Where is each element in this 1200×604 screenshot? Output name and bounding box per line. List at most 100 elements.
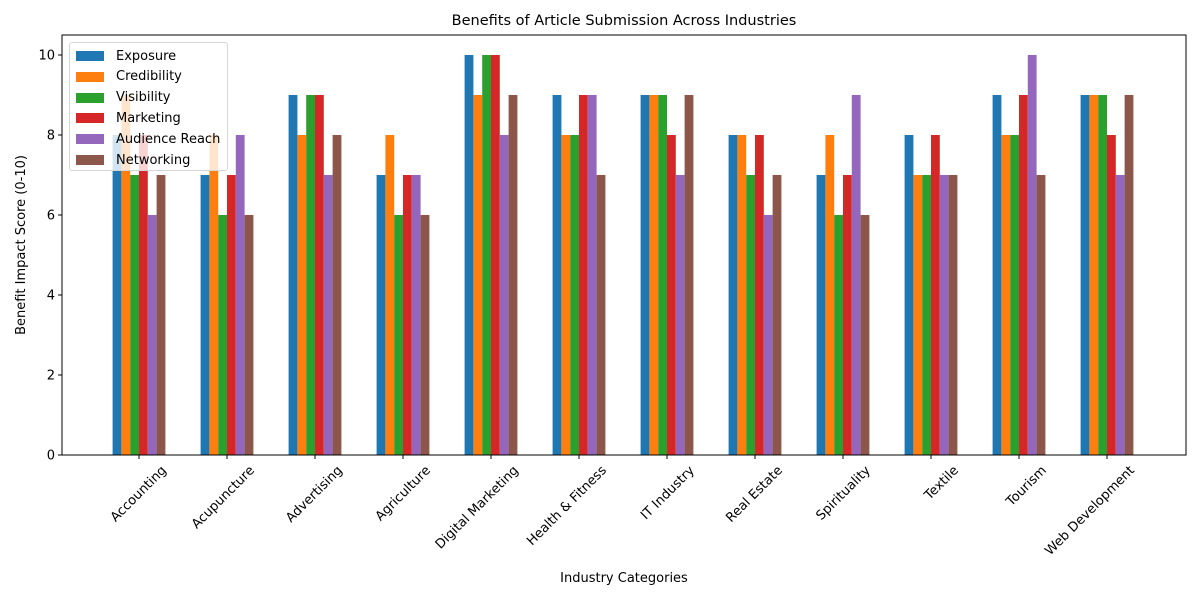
bar-audience-reach [763,215,773,455]
y-tick-label: 4 [47,289,55,304]
bar-credibility [385,135,395,455]
bar-visibility [658,95,667,455]
bar-credibility [649,95,659,455]
x-axis-label: Industry Categories [560,571,688,586]
bar-audience-reach [587,95,597,455]
bar-visibility [482,55,491,455]
bar-networking [772,175,782,455]
bar-audience-reach [1027,55,1037,455]
x-tick-label: Agriculture [373,463,434,524]
legend-item-marketing: Marketing [76,108,181,128]
y-tick-label: 0 [47,449,55,464]
bar-marketing [403,175,412,455]
bars-layer [112,55,1134,455]
bar-credibility [1001,135,1011,455]
bar-credibility [121,95,131,455]
bar-exposure [376,175,386,455]
bar-networking [596,175,606,455]
bar-credibility [825,135,835,455]
bar-visibility [1010,135,1019,455]
legend-swatch-icon [76,51,104,61]
bar-marketing [1019,95,1028,455]
bar-networking [1124,95,1134,455]
bar-marketing [1107,135,1116,455]
legend-swatch-icon [76,71,104,82]
bar-networking [420,215,430,455]
y-tick-label: 6 [47,209,55,224]
bar-networking [332,135,342,455]
bar-marketing [139,135,148,455]
x-tick-label: Textile [921,463,962,504]
bar-credibility [913,175,923,455]
bar-marketing [667,135,676,455]
bar-visibility [922,175,931,455]
axes-frame [61,34,1187,456]
chart-title: Benefits of Article Submission Across In… [452,13,797,29]
bar-marketing [579,95,588,455]
y-tick-label: 8 [47,129,55,144]
bar-visibility [834,215,843,455]
bar-marketing [315,95,324,455]
bar-credibility [209,135,219,455]
bar-exposure [728,135,738,455]
bar-exposure [992,95,1002,455]
bar-exposure [464,55,474,455]
bar-visibility [570,135,579,455]
bar-credibility [737,135,747,455]
x-axis: Accounting Acupuncture Advertising Agricult… [108,455,1138,559]
bar-networking [1036,175,1046,455]
x-tick-label: Spirituality [813,463,874,524]
bar-visibility [394,215,403,455]
bar-exposure [640,95,650,455]
bar-audience-reach [499,135,509,455]
legend-label: Networking [116,152,191,168]
bar-visibility [306,95,315,455]
x-tick-label: Real Estate [723,463,785,525]
x-tick-label: Accounting [108,463,170,525]
legend: Exposure Credibility Visibility Marketing Au… [69,42,228,171]
bar-audience-reach [147,215,157,455]
legend-item-exposure: Exposure [76,46,176,66]
bar-audience-reach [411,175,421,455]
bar-networking [684,95,694,455]
bar-visibility [130,175,139,455]
bar-networking [508,95,518,455]
legend-swatch-icon [76,92,104,103]
bar-exposure [200,175,210,455]
x-tick-label: Web Development [1042,463,1137,558]
bar-audience-reach [939,175,949,455]
bar-visibility [746,175,755,455]
legend-item-credibility: Credibility [76,67,182,87]
bar-marketing [843,175,852,455]
bar-marketing [491,55,500,455]
bar-exposure [904,135,914,455]
bar-networking [156,175,166,455]
x-tick-label: Tourism [1003,463,1050,510]
bar-exposure [1080,95,1090,455]
x-tick-label: Acupuncture [189,463,258,532]
bar-networking [948,175,958,455]
legend-label: Credibility [116,69,182,85]
bar-marketing [227,175,236,455]
y-axis: 0 2 4 6 8 10 [38,49,62,464]
bar-exposure [112,135,122,455]
bar-exposure [552,95,562,455]
bar-networking [860,215,870,455]
y-axis-label: Benefit Impact Score (0-10) [14,155,29,335]
y-tick-label: 2 [47,369,55,384]
bar-exposure [816,175,826,455]
x-tick-label: Advertising [283,463,346,526]
bar-credibility [561,135,571,455]
bar-credibility [1089,95,1099,455]
bar-audience-reach [323,175,333,455]
bar-credibility [473,95,483,455]
x-tick-label: Digital Marketing [433,463,522,552]
legend-label: Marketing [116,110,181,126]
bar-audience-reach [235,135,245,455]
bar-marketing [931,135,940,455]
legend-swatch-icon [76,134,104,145]
x-tick-label: IT Industry [638,463,698,523]
legend-item-audience-reach: Audience Reach [76,129,220,149]
